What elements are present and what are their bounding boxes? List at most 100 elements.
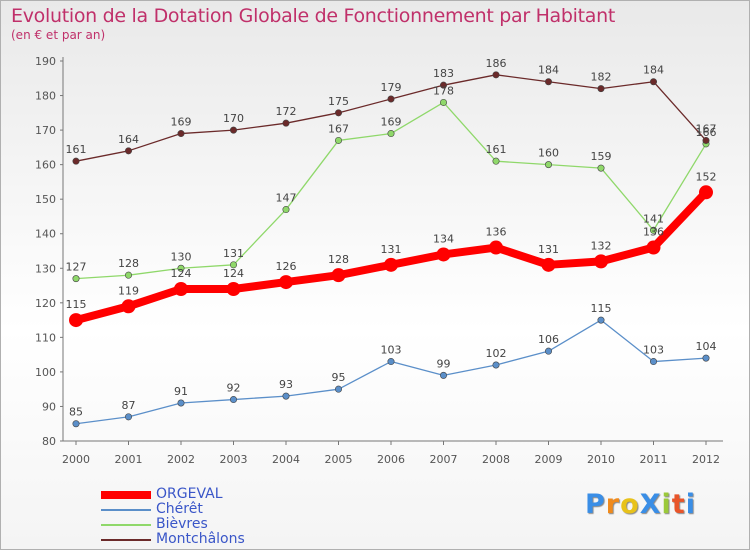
legend-swatch	[101, 524, 151, 526]
data-point	[597, 316, 605, 324]
data-point	[177, 399, 185, 407]
data-label: 91	[174, 385, 188, 398]
x-tick-label: 2000	[62, 453, 90, 466]
data-label: 164	[118, 133, 139, 146]
data-point	[492, 361, 500, 369]
data-label: 147	[276, 192, 297, 205]
data-label: 92	[227, 382, 241, 395]
data-label: 183	[433, 67, 454, 80]
data-point	[282, 392, 290, 400]
series-chérêt	[72, 316, 710, 428]
legend-swatch	[101, 491, 151, 499]
data-label: 167	[328, 122, 349, 135]
chart-subtitle: (en € et par an)	[11, 28, 106, 42]
data-label: 131	[223, 247, 244, 260]
y-tick-label: 170	[35, 124, 56, 137]
data-label: 106	[538, 333, 559, 346]
x-tick-label: 2009	[535, 453, 563, 466]
y-tick-label: 140	[35, 228, 56, 241]
legend-label: Bièvres	[156, 516, 208, 532]
data-point	[331, 268, 346, 283]
data-label: 85	[69, 406, 83, 419]
series-bièvres	[72, 98, 710, 283]
data-point	[594, 254, 608, 269]
data-point	[387, 130, 395, 138]
data-point	[384, 257, 398, 272]
data-point	[125, 413, 133, 421]
data-label: 175	[328, 95, 349, 108]
data-point	[334, 385, 342, 393]
data-point	[439, 81, 447, 89]
x-tick-label: 2004	[272, 453, 300, 466]
data-label: 160	[538, 147, 559, 160]
data-point	[649, 78, 657, 86]
data-point	[541, 257, 556, 272]
legend-swatch	[101, 539, 151, 541]
y-tick-label: 190	[35, 55, 56, 68]
data-label: 132	[591, 239, 612, 252]
proxiti-logo: ProXiti	[585, 489, 696, 520]
data-label: 141	[643, 212, 664, 225]
logo-letter: P	[585, 489, 606, 520]
data-label: 103	[381, 344, 402, 357]
data-point	[702, 354, 710, 362]
data-label: 159	[591, 150, 612, 163]
data-label: 104	[696, 340, 717, 353]
y-tick-label: 80	[42, 435, 56, 448]
data-point	[544, 347, 552, 355]
data-label: 124	[223, 267, 244, 280]
data-point	[334, 136, 342, 144]
data-label: 169	[171, 116, 192, 129]
data-label: 136	[486, 226, 507, 239]
data-point	[174, 282, 188, 296]
data-label: 124	[171, 267, 192, 280]
x-tick-label: 2011	[640, 453, 668, 466]
chart-axes: 80 90 100 110 120 130 140 150 160 170 180 190 2000 20…	[35, 55, 723, 466]
data-label: 134	[433, 232, 454, 245]
data-point	[230, 126, 238, 134]
data-point	[177, 264, 185, 272]
data-label: 127	[66, 261, 87, 274]
x-tick-label: 2002	[167, 453, 195, 466]
logo-letter: t	[671, 489, 686, 520]
data-label: 87	[122, 399, 136, 412]
data-point	[702, 136, 710, 144]
data-point	[544, 78, 552, 86]
y-tick-label: 160	[35, 159, 56, 172]
logo-letter: i	[685, 489, 696, 520]
data-label: 99	[437, 357, 451, 370]
data-point	[597, 85, 605, 93]
legend-swatch	[101, 509, 151, 511]
data-label: 136	[643, 226, 664, 239]
data-label: 166	[696, 126, 717, 139]
data-point	[649, 358, 657, 366]
data-point	[544, 161, 552, 169]
y-tick-label: 90	[42, 400, 56, 413]
y-tick-label: 120	[35, 297, 56, 310]
data-label: 161	[486, 143, 507, 156]
data-label: 184	[643, 64, 664, 77]
y-tick-label: 110	[35, 331, 56, 344]
data-point	[121, 299, 136, 314]
legend-label: ORGEVAL	[156, 486, 223, 502]
data-point	[649, 226, 657, 234]
data-point	[492, 71, 500, 79]
data-point	[282, 119, 290, 127]
x-tick-label: 2005	[325, 453, 353, 466]
data-point	[439, 98, 447, 106]
y-tick-label: 150	[35, 193, 56, 206]
legend-label: Chérêt	[156, 501, 203, 517]
data-point	[279, 275, 293, 290]
x-tick-label: 2003	[220, 453, 248, 466]
data-point	[492, 157, 500, 165]
y-tick-label: 180	[35, 90, 56, 103]
data-label: 182	[591, 71, 612, 84]
data-label: 170	[223, 112, 244, 125]
data-label: 128	[328, 253, 349, 266]
data-label: 126	[276, 260, 297, 273]
data-label: 128	[118, 257, 139, 270]
series-line	[75, 319, 707, 425]
data-label: 184	[538, 64, 559, 77]
data-label: 179	[381, 81, 402, 94]
